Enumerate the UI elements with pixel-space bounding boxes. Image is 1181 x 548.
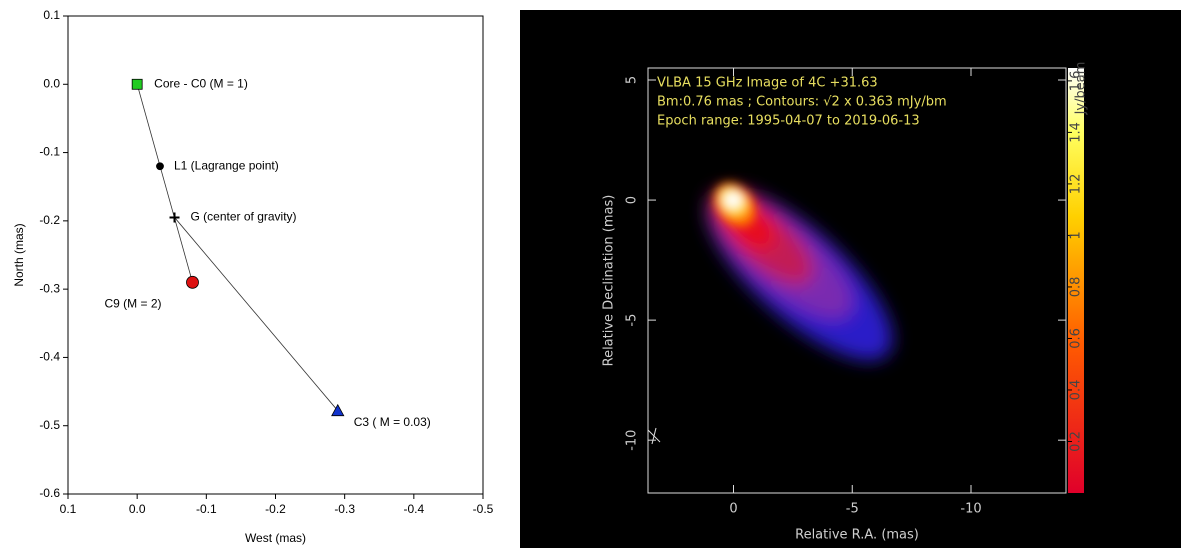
x-tick-label: -10 <box>960 502 981 517</box>
y-tick-label: -0.5 <box>39 418 60 432</box>
colorbar-tick-label: 1 <box>1069 231 1084 239</box>
colorbar-tick-label: 0.6 <box>1069 328 1084 349</box>
x-tick-label: 0.0 <box>129 502 146 516</box>
x-tick-label: -0.4 <box>403 502 424 516</box>
y-tick-label: 0.1 <box>43 8 60 22</box>
y-tick-label: 5 <box>625 76 640 84</box>
colorbar-tick-label: 0.2 <box>1069 431 1084 452</box>
y-tick-label: 0 <box>625 196 640 204</box>
marker <box>156 163 163 170</box>
x-tick-label: -0.3 <box>334 502 355 516</box>
y-tick-label: -0.4 <box>39 350 60 364</box>
x-axis-label: Relative R.A. (mas) <box>795 528 919 543</box>
x-tick-label: -0.5 <box>473 502 494 516</box>
y-axis-label: Relative Declination (mas) <box>602 195 617 367</box>
colorbar-tick-label: 1.2 <box>1069 174 1084 195</box>
y-tick-label: -0.1 <box>39 145 60 159</box>
x-tick-label: 0 <box>729 502 737 517</box>
figure: 0.1 0.0 -0.1 -0.2 -0.3 -0.4 -0.5 0.1 0.0 -0.1 -0.2… <box>0 0 1181 548</box>
right-panel: 0 -5 -10 5 0 -5 -10 Relative R.A. (mas) Relative… <box>520 10 1181 548</box>
point-label: L1 (Lagrange point) <box>174 158 279 172</box>
annotation: VLBA 15 GHz Image of 4C +31.63 <box>657 76 878 91</box>
colorbar-tick-label: 1.4 <box>1069 122 1084 143</box>
x-tick-label: 0.1 <box>60 502 77 516</box>
x-axis-label: West (mas) <box>245 531 306 545</box>
y-tick-label: 0.0 <box>43 76 60 90</box>
point-label: G (center of gravity) <box>191 210 297 224</box>
annotation: Bm:0.76 mas ; Contours: √2 x 0.363 mJy/b… <box>657 95 947 110</box>
annotation: Epoch range: 1995-04-07 to 2019-06-13 <box>657 114 920 129</box>
x-tick-label: -0.2 <box>265 502 286 516</box>
y-tick-label: -10 <box>625 430 640 451</box>
y-tick-label: -0.3 <box>39 281 60 295</box>
marker <box>187 276 199 288</box>
y-tick-label: -0.6 <box>39 486 60 500</box>
point-label: C3 ( M = 0.03) <box>354 415 431 429</box>
y-tick-label: -5 <box>625 314 640 327</box>
marker <box>132 79 142 89</box>
colorbar-tick-label: 0.4 <box>1069 380 1084 401</box>
colorbar-label: Jy/beam <box>1074 62 1089 116</box>
point-label: C9 (M = 2) <box>105 296 162 310</box>
point-label: Core - C0 (M = 1) <box>154 76 248 90</box>
x-tick-label: -5 <box>846 502 859 517</box>
panel-bg <box>0 0 520 548</box>
left-panel: 0.1 0.0 -0.1 -0.2 -0.3 -0.4 -0.5 0.1 0.0 -0.1 -0.2… <box>0 0 520 548</box>
y-tick-label: -0.2 <box>39 213 60 227</box>
colorbar-tick-label: 0.8 <box>1069 277 1084 298</box>
x-tick-label: -0.1 <box>196 502 217 516</box>
y-axis-label: North (mas) <box>12 223 26 286</box>
